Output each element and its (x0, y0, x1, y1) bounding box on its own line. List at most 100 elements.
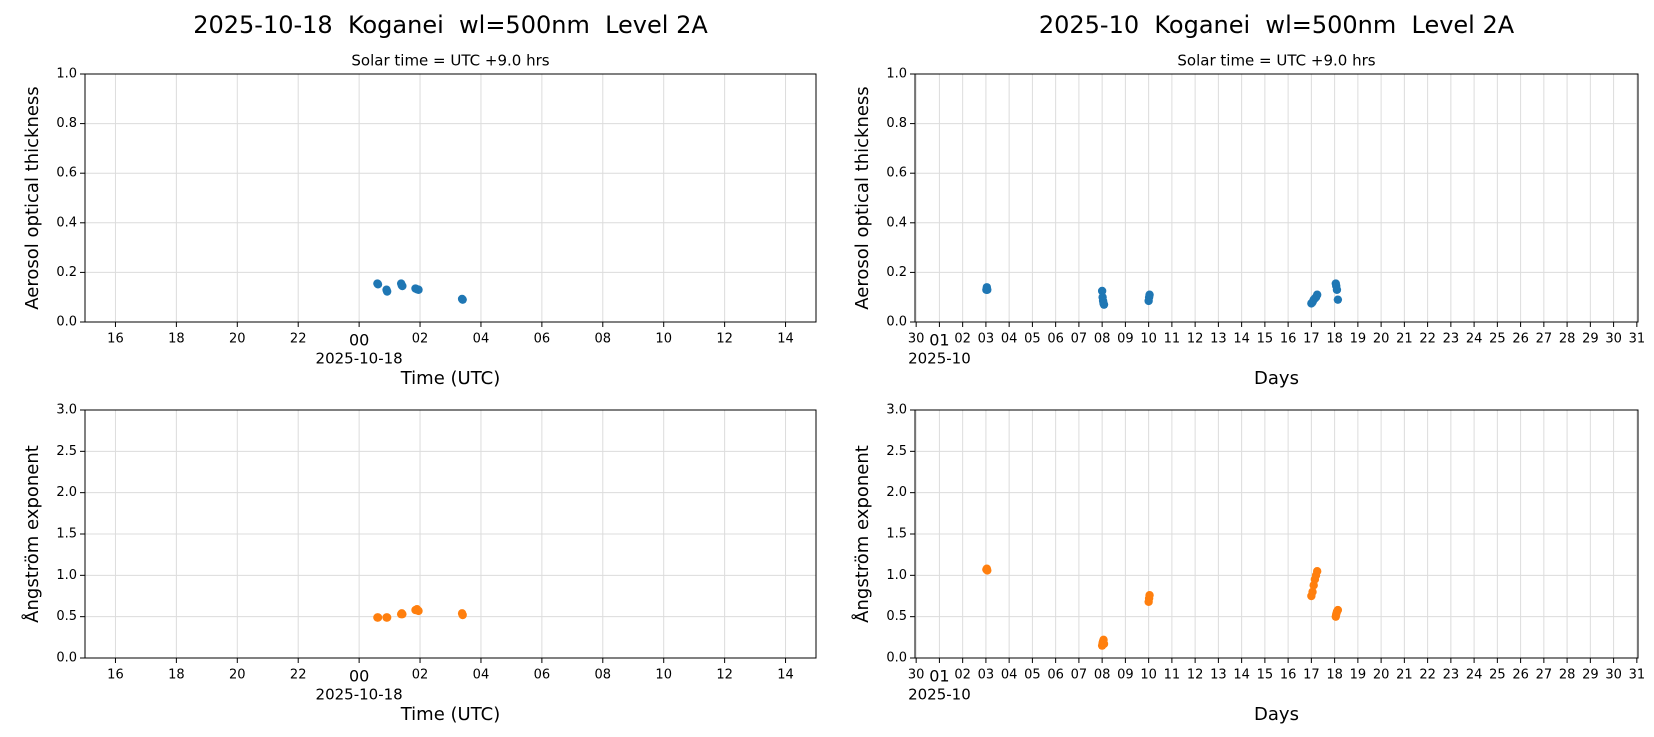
x-tick-label: 07 (1071, 668, 1088, 683)
y-tick-label: 2.0 (886, 485, 907, 500)
x-tick-label: 20 (229, 668, 246, 683)
x-tick-label: 23 (1443, 668, 1460, 683)
data-point (1332, 285, 1342, 294)
x-tick-label: 22 (1419, 668, 1436, 683)
plot-frame (914, 409, 1639, 659)
y-tick-label: 1.0 (886, 67, 907, 82)
x-tick-label: 05 (1024, 668, 1041, 683)
x-axis-label: Time (UTC) (400, 368, 501, 389)
y-tick-label: 0.0 (56, 315, 77, 330)
x-tick-label: 06 (534, 332, 551, 347)
y-tick-label: 0.0 (56, 651, 77, 666)
chart-subtitle: Solar time = UTC +9.0 hrs (1177, 52, 1375, 70)
x-tick-label: 08 (1094, 332, 1111, 347)
data-point (1308, 587, 1317, 597)
x-tick-label: 14 (1233, 332, 1250, 347)
x-tick-label: 28 (1559, 332, 1576, 347)
x-tick-label: 12 (1187, 332, 1204, 347)
x-tick-label: 00 (349, 667, 369, 686)
y-tick-label: 0.8 (56, 116, 77, 131)
x-tick-label: 03 (978, 668, 995, 683)
x-tick-label: 20 (1373, 332, 1390, 347)
y-tick-label: 0.5 (886, 609, 907, 624)
x-tick-label: 05 (1024, 332, 1041, 347)
x-tick-label: 30 (908, 332, 925, 347)
data-point (382, 613, 392, 622)
x-tick-label: 14 (777, 332, 794, 347)
x-tick-label: 31 (1629, 332, 1646, 347)
y-tick-label: 0.4 (886, 215, 907, 230)
x-tick-label: 10 (1140, 332, 1157, 347)
x-tick-label: 23 (1443, 332, 1460, 347)
x-tick-label: 18 (168, 668, 185, 683)
x-tick-label: 18 (1326, 668, 1343, 683)
y-tick-label: 1.0 (886, 568, 907, 583)
x-tick-label: 22 (290, 668, 307, 683)
y-tick-label: 0.6 (886, 166, 907, 181)
x-tick-label: 16 (1280, 332, 1297, 347)
y-tick-label: 2.5 (886, 444, 907, 459)
x-tick-label: 02 (954, 668, 971, 683)
data-point (398, 281, 407, 291)
y-tick-label: 0.2 (56, 265, 77, 280)
x-date-label: 2025-10 (908, 350, 971, 368)
x-tick-label: 15 (1257, 668, 1274, 683)
data-point (1145, 290, 1154, 299)
data-point (382, 287, 392, 296)
chart-title: 2025-10 Koganei wl=500nm Level 2A (1039, 11, 1515, 39)
x-axis-label: Days (1254, 704, 1299, 725)
data-point (373, 613, 383, 622)
x-tick-label: 19 (1350, 668, 1367, 683)
y-tick-label: 1.5 (56, 527, 77, 542)
data-point (458, 610, 467, 620)
y-tick-label: 1.0 (56, 568, 77, 583)
x-tick-label: 01 (929, 331, 949, 350)
data-point (983, 566, 992, 575)
x-tick-label: 26 (1512, 332, 1529, 347)
x-tick-label: 25 (1489, 332, 1506, 347)
x-tick-label: 02 (412, 332, 429, 347)
x-tick-label: 26 (1512, 668, 1529, 683)
x-tick-label: 02 (954, 332, 971, 347)
x-tick-label: 30 (1605, 332, 1622, 347)
x-tick-label: 12 (716, 332, 733, 347)
y-tick-label: 0.4 (56, 215, 77, 230)
data-point (1312, 567, 1322, 576)
x-tick-label: 06 (1047, 668, 1064, 683)
x-tick-label: 21 (1396, 332, 1413, 347)
x-tick-label: 22 (1419, 332, 1436, 347)
x-tick-label: 24 (1466, 668, 1483, 683)
y-axis-label: Ångström exponent (21, 445, 43, 623)
y-axis-label: Aerosol optical thickness (852, 86, 873, 309)
x-axis-label: Days (1254, 368, 1299, 389)
x-tick-label: 31 (1629, 668, 1646, 683)
x-tick-label: 08 (595, 668, 612, 683)
x-tick-label: 04 (473, 332, 490, 347)
x-tick-label: 12 (1187, 668, 1204, 683)
x-tick-label: 00 (349, 331, 369, 350)
x-tick-label: 11 (1164, 668, 1181, 683)
data-point (1099, 639, 1109, 649)
y-tick-label: 3.0 (56, 403, 77, 418)
y-axis-label: Aerosol optical thickness (22, 86, 43, 309)
x-tick-label: 11 (1164, 332, 1181, 347)
y-tick-label: 0.2 (886, 265, 907, 280)
x-tick-label: 04 (1001, 668, 1018, 683)
x-tick-label: 27 (1536, 332, 1553, 347)
data-point (458, 295, 467, 304)
data-point (1312, 290, 1322, 299)
data-point (1145, 590, 1154, 600)
y-tick-label: 1.0 (56, 67, 77, 82)
x-date-label: 2025-10 (908, 686, 971, 704)
x-tick-label: 24 (1466, 332, 1483, 347)
x-tick-label: 16 (1280, 668, 1297, 683)
data-point (1333, 295, 1343, 304)
x-tick-label: 17 (1303, 668, 1320, 683)
x-tick-label: 29 (1582, 668, 1599, 683)
y-tick-label: 0.5 (56, 609, 77, 624)
x-tick-label: 22 (290, 332, 307, 347)
data-point (1333, 605, 1343, 615)
x-tick-label: 06 (1047, 332, 1064, 347)
plot-frame (84, 409, 817, 659)
